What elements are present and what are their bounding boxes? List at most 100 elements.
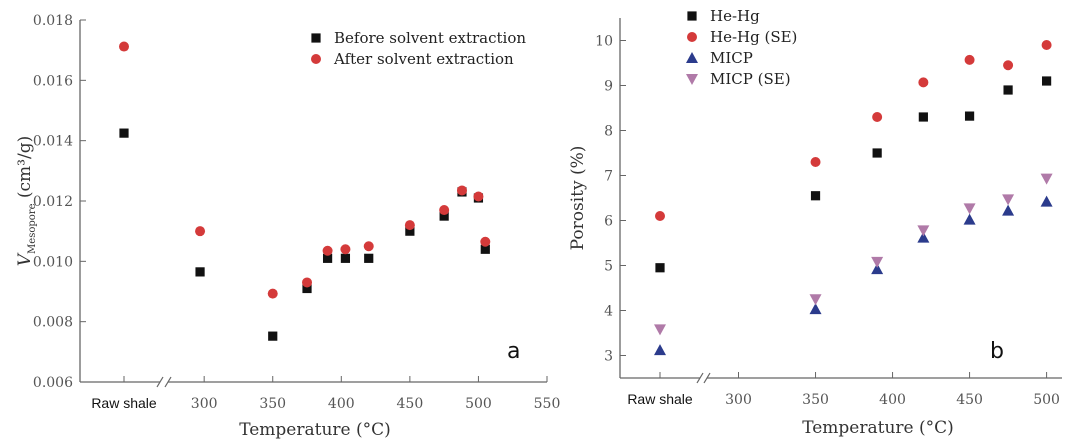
data-point-square xyxy=(1041,76,1052,86)
data-point-circle xyxy=(964,54,975,65)
data-point-circle xyxy=(655,211,665,221)
data-point-square xyxy=(268,331,278,341)
data-point-circle xyxy=(1003,60,1014,71)
x-tick-label: 400 xyxy=(328,396,355,412)
panel-a-chart: 0.006 0.008 0.010 0.012 0.014 0.016 0.018 Raw s… xyxy=(15,13,560,440)
data-point-circle xyxy=(1041,40,1052,50)
legend-marker xyxy=(686,74,698,85)
axis-break-mark xyxy=(696,372,704,384)
x-tick-label: 550 xyxy=(534,396,561,412)
y-axis-label: Porosity (%) xyxy=(568,146,588,251)
legend-marker xyxy=(687,32,697,42)
legend-label: He-Hg (SE) xyxy=(710,28,797,46)
y-tick-label: 0.006 xyxy=(33,375,73,391)
data-point-square xyxy=(322,253,333,263)
x-axis-label: Temperature (°C) xyxy=(239,420,391,440)
y-tick-label: 0.018 xyxy=(33,13,73,29)
legend-marker xyxy=(687,11,697,21)
legend-label: Before solvent extraction xyxy=(334,29,526,47)
x-tick-label-raw-shale: Raw shale xyxy=(91,395,157,411)
data-point-square xyxy=(872,148,882,158)
y-tick-label: 5 xyxy=(604,259,613,275)
panel-b-chart: 3 4 5 6 7 8 9 10 Raw shale 300 350 400 450 500 Tempera… xyxy=(568,7,1062,438)
y-tick-label: 4 xyxy=(604,304,613,320)
data-point-triangle-up xyxy=(871,263,884,275)
data-point-circle xyxy=(195,226,206,237)
panel-label: b xyxy=(990,339,1004,364)
data-point-square xyxy=(655,263,665,273)
y-tick-label: 7 xyxy=(604,169,613,185)
x-tick-label: 350 xyxy=(802,392,829,408)
x-tick-label: 450 xyxy=(956,392,983,408)
data-point-triangle-up xyxy=(1002,204,1015,216)
data-point-circle xyxy=(473,191,484,202)
y-tick-label: 0.008 xyxy=(33,315,73,331)
data-point-triangle-up xyxy=(654,344,666,356)
legend-marker xyxy=(686,52,698,63)
data-point-triangle-up xyxy=(809,303,822,315)
data-point-square xyxy=(480,244,490,254)
y-tick-label: 0.016 xyxy=(33,73,73,89)
data-point-circle xyxy=(119,41,129,52)
y-tick-label: 0.012 xyxy=(33,194,73,210)
y-tick-label: 0.014 xyxy=(33,134,73,150)
x-tick-label: 300 xyxy=(191,396,218,412)
y-tick-label: 3 xyxy=(604,349,613,365)
y-axis-label: VMesopore (cm³/g) xyxy=(15,136,38,266)
axis-break-mark xyxy=(156,376,164,388)
data-point-circle xyxy=(480,236,491,247)
legend-label: After solvent extraction xyxy=(333,50,514,68)
x-tick-label: 350 xyxy=(259,396,286,412)
legend-label: MICP xyxy=(710,49,753,67)
y-tick-label: 10 xyxy=(595,34,613,50)
data-point-triangle-down xyxy=(963,203,976,215)
data-point-circle xyxy=(872,112,883,122)
y-tick-label: 6 xyxy=(604,214,613,230)
data-point-square xyxy=(1003,85,1013,95)
data-point-square xyxy=(439,211,449,221)
data-point-circle xyxy=(322,245,333,256)
legend-label: MICP (SE) xyxy=(710,70,791,88)
data-point-circle xyxy=(404,220,415,231)
panel-label: a xyxy=(507,339,520,364)
y-tick-label: 9 xyxy=(604,79,613,95)
data-point-triangle-down xyxy=(917,225,930,237)
data-point-square xyxy=(810,191,821,201)
y-tick-label: 8 xyxy=(604,124,613,140)
data-point-square xyxy=(119,128,129,138)
data-point-circle xyxy=(363,241,374,252)
data-point-square xyxy=(405,226,415,236)
x-tick-label: 500 xyxy=(465,396,492,412)
x-tick-label: 300 xyxy=(725,392,752,408)
data-point-circle xyxy=(439,205,450,216)
legend-marker xyxy=(311,33,321,43)
data-point-circle xyxy=(302,277,313,288)
data-point-circle xyxy=(340,244,351,255)
data-point-triangle-down xyxy=(1040,173,1053,185)
data-point-circle xyxy=(456,185,467,196)
data-point-square xyxy=(195,267,205,277)
data-point-triangle-up xyxy=(963,213,976,225)
data-point-triangle-down xyxy=(871,256,884,268)
data-point-triangle-down xyxy=(1002,194,1015,206)
data-point-square xyxy=(364,253,374,263)
x-tick-label-raw-shale: Raw shale xyxy=(627,391,693,407)
data-point-triangle-up xyxy=(917,231,930,243)
data-point-circle xyxy=(810,157,821,167)
data-point-square xyxy=(302,283,312,294)
axis-break-mark xyxy=(703,372,711,384)
data-point-triangle-down xyxy=(654,324,666,336)
data-point-triangle-down xyxy=(809,294,822,306)
legend-marker xyxy=(311,54,321,64)
data-point-square xyxy=(964,111,975,121)
x-tick-label: 450 xyxy=(397,396,424,412)
x-tick-label: 500 xyxy=(1033,392,1060,408)
data-point-circle xyxy=(918,77,929,88)
data-point-triangle-up xyxy=(1040,195,1053,207)
y-tick-label: 0.010 xyxy=(33,254,73,270)
data-point-circle xyxy=(267,288,278,299)
legend-label: He-Hg xyxy=(710,7,760,25)
x-axis-label: Temperature (°C) xyxy=(802,418,954,438)
data-point-square xyxy=(918,112,928,122)
